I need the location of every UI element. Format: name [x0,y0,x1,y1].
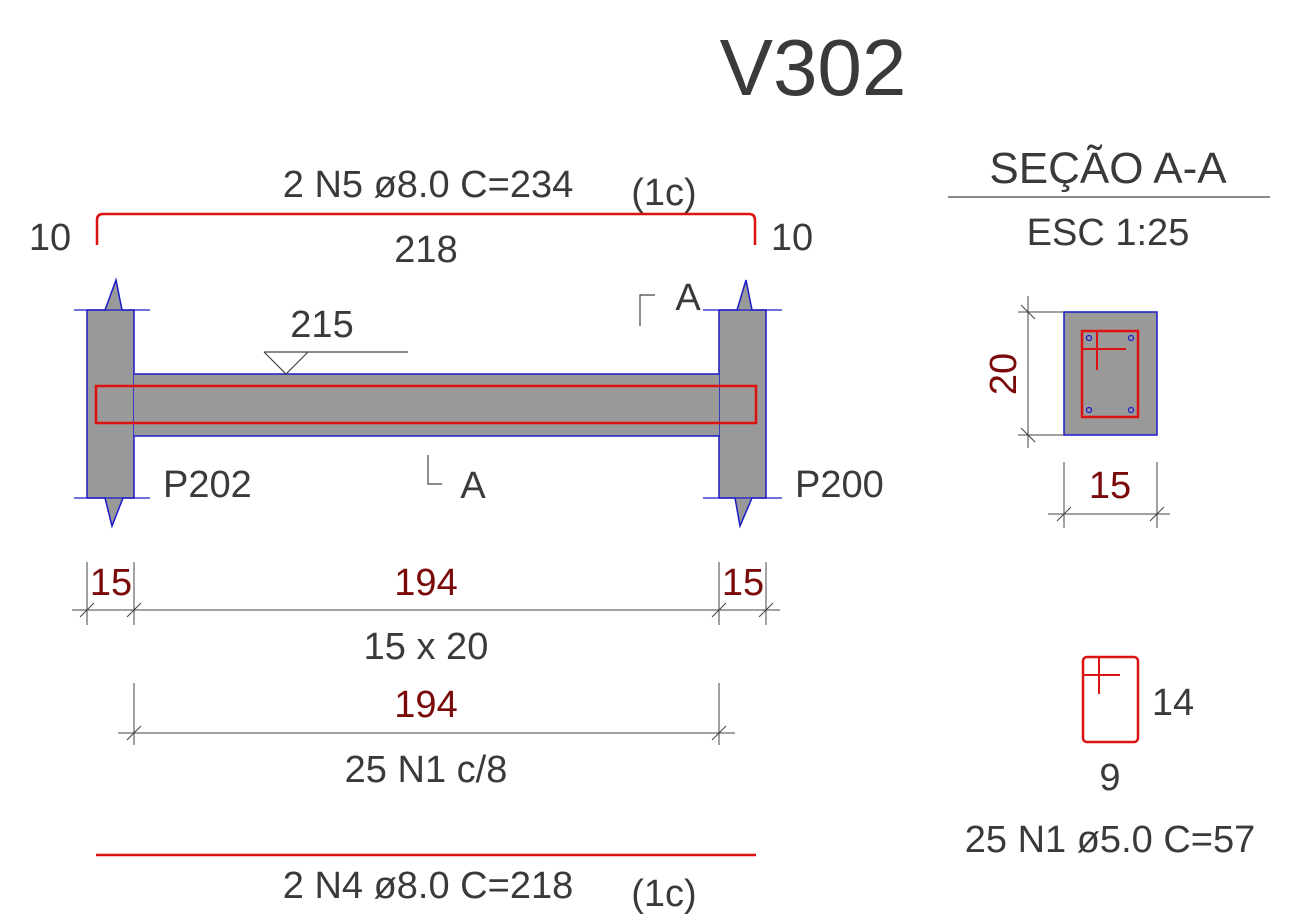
top-bar-label: 2 N5 ø8.0 C=234 [283,164,573,206]
column-right [718,279,767,529]
top-bar-hook-right: 10 [771,217,813,259]
cut-marker-bottom-line [427,455,442,485]
top-bar-straight-length: 218 [394,229,457,271]
column-left [86,277,135,529]
rebar-dot [1127,334,1135,342]
rebar-dot [1085,334,1093,342]
dimension-line-supports [72,562,780,625]
support-right-label: P200 [795,464,884,506]
section-stirrup [1080,329,1140,419]
beam-body [134,374,719,436]
section-title: SEÇÃO A-A [989,143,1227,193]
cut-marker-top: A [675,277,701,319]
section-concrete [1063,311,1158,436]
beam-rebar-outline [94,384,758,425]
bottom-bar-layer: (1c) [631,873,696,915]
bottom-bar-label: 2 N4 ø8.0 C=218 [283,865,573,907]
dimension-line-stirrups [118,683,735,745]
cut-marker-top-line [639,294,655,326]
beam-elevation [74,277,782,529]
stirrup-spec-label: 25 N1 c/8 [345,749,508,791]
stirrup-shape [1081,655,1140,744]
beam-title: V302 [720,23,907,112]
dim-stirrup-span: 194 [394,684,457,726]
section-height-dim: 20 [983,353,1025,395]
support-left-label: P202 [163,464,252,506]
span-level-label: 215 [290,304,353,346]
dim-support-left-width: 15 [90,562,132,604]
dim-clear-span: 194 [394,562,457,604]
rebar-dot [1127,406,1135,414]
cut-marker-bottom: A [460,465,486,507]
section-size-label: 15 x 20 [364,626,489,668]
level-marker [263,351,408,375]
stirrup-height-dim: 14 [1152,682,1194,724]
rebar-dot [1085,406,1093,414]
section-drawing [1018,296,1170,528]
top-bar-layer: (1c) [631,172,696,214]
section-width-dim: 15 [1089,465,1131,507]
section-scale: ESC 1:25 [1027,212,1190,254]
stirrup-width-dim: 9 [1099,757,1120,799]
stirrup-detail [1081,655,1140,744]
top-bar-hook-left: 10 [29,217,71,259]
top-bar-rebar [95,212,757,245]
stirrup-spec: 25 N1 ø5.0 C=57 [965,819,1255,861]
dim-support-right-width: 15 [722,562,764,604]
